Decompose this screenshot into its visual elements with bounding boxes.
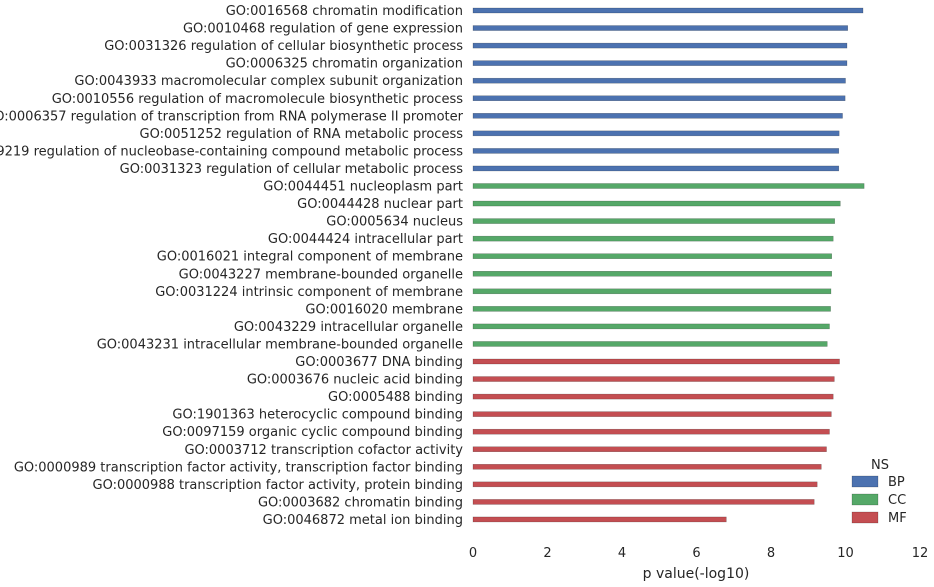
bar-bp-0 xyxy=(472,7,864,14)
bar-mf-23 xyxy=(472,411,832,417)
bar-mf-22 xyxy=(472,393,834,400)
bar-mf-27 xyxy=(472,481,818,488)
bar-bp-9 xyxy=(472,165,840,172)
category-label-14: GO:0016021 integral component of membran… xyxy=(157,250,463,265)
category-label-25: GO:0003712 transcription cofactor activi… xyxy=(184,443,463,458)
category-label-29: GO:0046872 metal ion binding xyxy=(263,513,463,528)
category-label-8: GO:0019219 regulation of nucleobase-cont… xyxy=(0,144,463,159)
bar-cc-11 xyxy=(472,200,841,207)
category-label-2: GO:0031326 regulation of cellular biosyn… xyxy=(104,39,463,54)
category-label-13: GO:0044424 intracellular part xyxy=(268,232,463,247)
category-label-17: GO:0016020 membrane xyxy=(305,302,463,317)
legend-swatch-cc xyxy=(851,493,879,506)
bar-bp-1 xyxy=(472,25,848,31)
category-label-19: GO:0043231 intracellular membrane-bounde… xyxy=(97,337,463,352)
category-label-26: GO:0000989 transcription factor activity… xyxy=(14,460,463,475)
category-label-15: GO:0043227 membrane-bounded organelle xyxy=(179,267,463,282)
x-tick-label-0: 0 xyxy=(469,546,477,561)
category-label-7: GO:0051252 regulation of RNA metabolic p… xyxy=(140,127,464,142)
category-label-4: GO:0043933 macromolecular complex subuni… xyxy=(74,74,463,89)
bar-bp-5 xyxy=(472,95,846,101)
x-tick-label-6: 12 xyxy=(912,546,929,561)
bar-cc-17 xyxy=(472,306,831,312)
legend: NS BP CC MF xyxy=(851,458,907,526)
x-axis-label: p value(-log10) xyxy=(643,566,750,582)
category-labels: GO:0016568 chromatin modification GO:0010… xyxy=(0,4,464,528)
x-tick-label-2: 4 xyxy=(618,546,626,561)
category-label-9: GO:0031323 regulation of cellular metabo… xyxy=(120,162,464,177)
category-label-18: GO:0043229 intracellular organelle xyxy=(234,320,463,335)
category-label-28: GO:0003682 chromatin binding xyxy=(258,495,463,510)
bar-bp-7 xyxy=(472,130,840,137)
legend-label-bp: BP xyxy=(888,475,905,490)
legend-title: NS xyxy=(871,458,889,473)
category-label-11: GO:0044428 nuclear part xyxy=(297,197,463,212)
x-axis-ticks: 0 2 4 6 8 10 12 xyxy=(469,546,928,561)
category-label-0: GO:0016568 chromatin modification xyxy=(226,4,463,19)
x-tick-label-5: 10 xyxy=(837,546,854,561)
bar-mf-20 xyxy=(472,358,840,365)
bar-mf-21 xyxy=(472,376,835,382)
x-tick-label-4: 8 xyxy=(767,546,775,561)
category-label-10: GO:0044451 nucleoplasm part xyxy=(263,180,463,195)
bar-bp-8 xyxy=(472,148,840,154)
bar-bp-4 xyxy=(472,77,846,84)
category-label-22: GO:0005488 binding xyxy=(328,390,463,405)
x-tick-label-3: 6 xyxy=(692,546,700,561)
bar-mf-24 xyxy=(472,428,830,435)
bar-cc-12 xyxy=(472,218,835,224)
legend-swatch-mf xyxy=(851,511,879,524)
bar-bp-3 xyxy=(472,60,848,66)
category-label-6: GO:0006357 regulation of transcription f… xyxy=(0,109,464,124)
legend-swatch-bp xyxy=(851,475,879,488)
bar-cc-19 xyxy=(472,341,828,347)
bar-bp-2 xyxy=(472,42,848,49)
legend-label-mf: MF xyxy=(888,511,907,526)
category-label-27: GO:0000988 transcription factor activity… xyxy=(93,478,464,493)
bar-cc-14 xyxy=(472,253,832,259)
category-label-16: GO:0031224 intrinsic component of membra… xyxy=(155,285,463,300)
legend-label-cc: CC xyxy=(888,493,906,508)
category-label-12: GO:0005634 nucleus xyxy=(326,215,463,230)
bar-cc-15 xyxy=(472,271,832,277)
bar-cc-10 xyxy=(472,183,865,189)
category-label-23: GO:1901363 heterocyclic compound binding xyxy=(172,408,463,423)
bar-mf-28 xyxy=(472,499,815,505)
bar-cc-13 xyxy=(472,235,834,242)
bars-layer xyxy=(472,7,865,523)
bar-mf-29 xyxy=(472,516,727,523)
category-label-1: GO:0010468 regulation of gene expression xyxy=(183,22,463,37)
bar-mf-25 xyxy=(472,446,827,452)
bar-cc-16 xyxy=(472,288,832,295)
bar-bp-6 xyxy=(472,113,843,119)
category-label-3: GO:0006325 chromatin organization xyxy=(226,57,463,72)
category-label-20: GO:0003677 DNA binding xyxy=(295,355,463,370)
bar-cc-18 xyxy=(472,323,830,330)
bar-mf-26 xyxy=(472,464,822,470)
category-label-24: GO:0097159 organic cyclic compound bindi… xyxy=(162,425,463,440)
x-tick-label-1: 2 xyxy=(543,546,551,561)
category-label-21: GO:0003676 nucleic acid binding xyxy=(247,373,463,388)
category-label-5: GO:0010556 regulation of macromolecule b… xyxy=(52,92,463,107)
